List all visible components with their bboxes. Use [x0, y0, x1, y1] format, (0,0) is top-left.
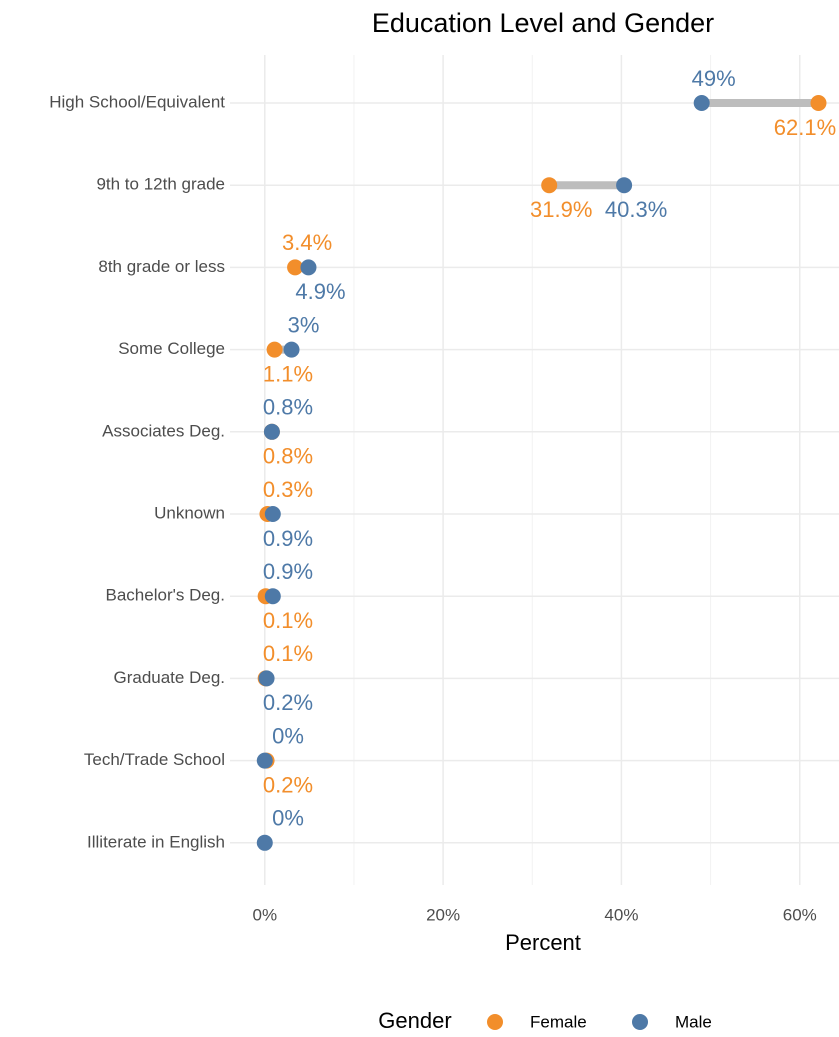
data-label: 62.1%: [774, 115, 836, 140]
data-label: 0.8%: [263, 444, 313, 469]
data-label: 49%: [692, 66, 736, 91]
point: [541, 177, 558, 194]
y-tick-label: 8th grade or less: [98, 257, 225, 276]
legend-label: Female: [530, 1012, 587, 1031]
data-label: 0.1%: [263, 608, 313, 633]
data-label: 31.9%: [530, 197, 592, 222]
x-tick-label: 40%: [604, 905, 638, 924]
point: [256, 752, 273, 769]
point: [264, 588, 281, 605]
legend-marker: [487, 1014, 503, 1030]
data-label: 0%: [272, 723, 304, 748]
y-tick-label: Some College: [118, 339, 225, 358]
data-label: 0.9%: [263, 526, 313, 551]
x-tick-label: 60%: [783, 905, 817, 924]
point: [616, 177, 633, 194]
legend-marker: [632, 1014, 648, 1030]
point: [258, 670, 275, 687]
data-label: 0.2%: [263, 772, 313, 797]
y-tick-label: Tech/Trade School: [84, 750, 225, 769]
y-tick-label: Illiterate in English: [87, 832, 225, 851]
data-label: 0.2%: [263, 690, 313, 715]
data-label: 1.1%: [263, 361, 313, 386]
y-tick-label: Bachelor's Deg.: [106, 586, 225, 605]
data-label: 0.1%: [263, 641, 313, 666]
x-axis-label: Percent: [505, 930, 581, 955]
y-tick-label: High School/Equivalent: [49, 92, 225, 111]
data-label: 0%: [272, 806, 304, 831]
data-label: 4.9%: [295, 279, 345, 304]
y-tick-label: Associates Deg.: [102, 421, 225, 440]
point: [264, 506, 281, 522]
y-tick-label: Graduate Deg.: [113, 668, 225, 687]
legend-title: Gender: [378, 1008, 451, 1033]
x-tick-label: 20%: [426, 905, 460, 924]
point: [287, 259, 304, 276]
legend-label: Male: [675, 1012, 712, 1031]
data-label: 0.9%: [263, 559, 313, 584]
data-label: 40.3%: [605, 197, 667, 222]
point: [300, 259, 317, 276]
point: [283, 341, 300, 358]
y-tick-label: Unknown: [154, 503, 225, 522]
point: [263, 423, 280, 440]
chart-title: Education Level and Gender: [372, 8, 714, 38]
point: [266, 341, 283, 358]
data-label: 3%: [288, 312, 320, 337]
x-tick-label: 0%: [252, 905, 277, 924]
data-label: 0.8%: [263, 395, 313, 420]
point: [810, 95, 827, 111]
point: [693, 95, 710, 111]
data-label: 0.3%: [263, 477, 313, 502]
y-tick-label: 9th to 12th grade: [96, 175, 225, 194]
point: [256, 834, 273, 851]
data-label: 3.4%: [282, 230, 332, 255]
